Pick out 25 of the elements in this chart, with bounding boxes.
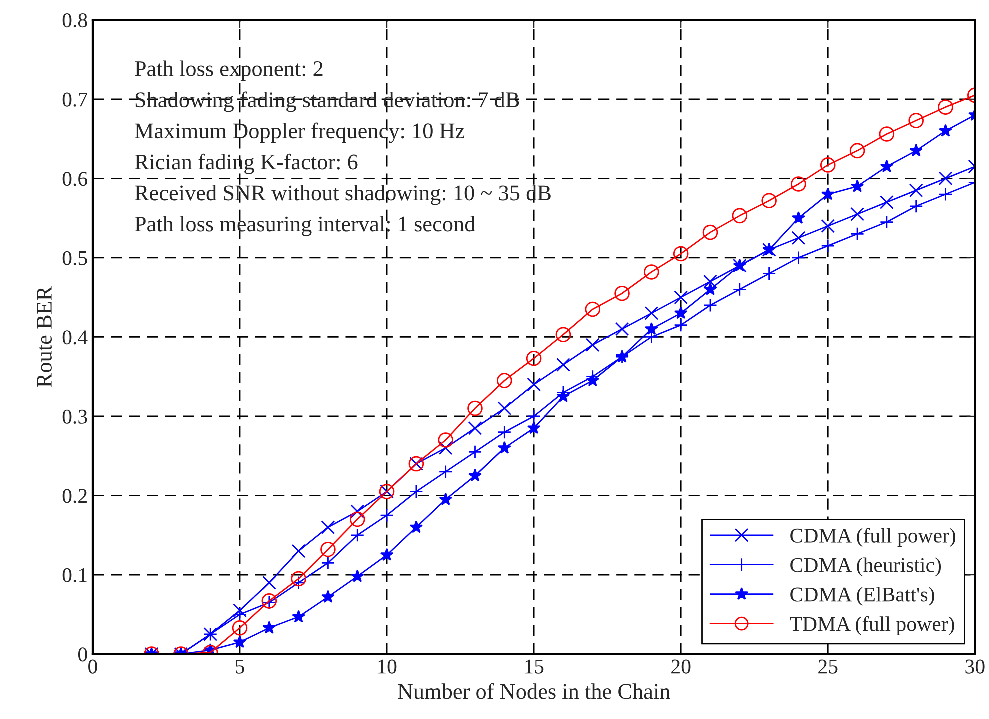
- y-tick-label: 0.3: [62, 410, 88, 424]
- y-axis-title: Route BER: [37, 286, 52, 388]
- y-tick-label: 0.4: [62, 330, 88, 345]
- annotation: Rician fading K-factor: 6: [135, 154, 358, 174]
- legend-label: CDMA (full power): [790, 528, 956, 548]
- x-tick-label: 0: [88, 660, 98, 674]
- x-tick-label: 5: [236, 660, 244, 674]
- y-tick-label: 0.5: [62, 251, 88, 266]
- legend-label: CDMA (ElBatt's): [790, 587, 934, 606]
- y-tick-label: 0.1: [62, 568, 87, 583]
- legend-label: CDMA (heuristic): [790, 558, 942, 577]
- y-tick-label: 0.8: [62, 14, 88, 28]
- y-tick-label: 0.7: [62, 92, 88, 107]
- x-tick-label: 30: [966, 660, 985, 674]
- x-tick-label: 15: [525, 660, 544, 674]
- x-axis-title: Number of Nodes in the Chain: [398, 683, 670, 700]
- annotation: Maximum Doppler frequency: 10 Hz: [135, 122, 465, 144]
- y-tick-label: 0: [78, 648, 88, 662]
- y-tick-label: 0.2: [62, 489, 87, 504]
- legend-label: TDMA (full power): [790, 616, 954, 636]
- x-tick-label: 25: [818, 660, 838, 674]
- x-tick-label: 20: [672, 660, 691, 674]
- y-tick-label: 0.6: [62, 172, 88, 186]
- annotation: Path loss measuring interval: 1 second: [135, 216, 476, 236]
- x-tick-label: 10: [378, 660, 397, 674]
